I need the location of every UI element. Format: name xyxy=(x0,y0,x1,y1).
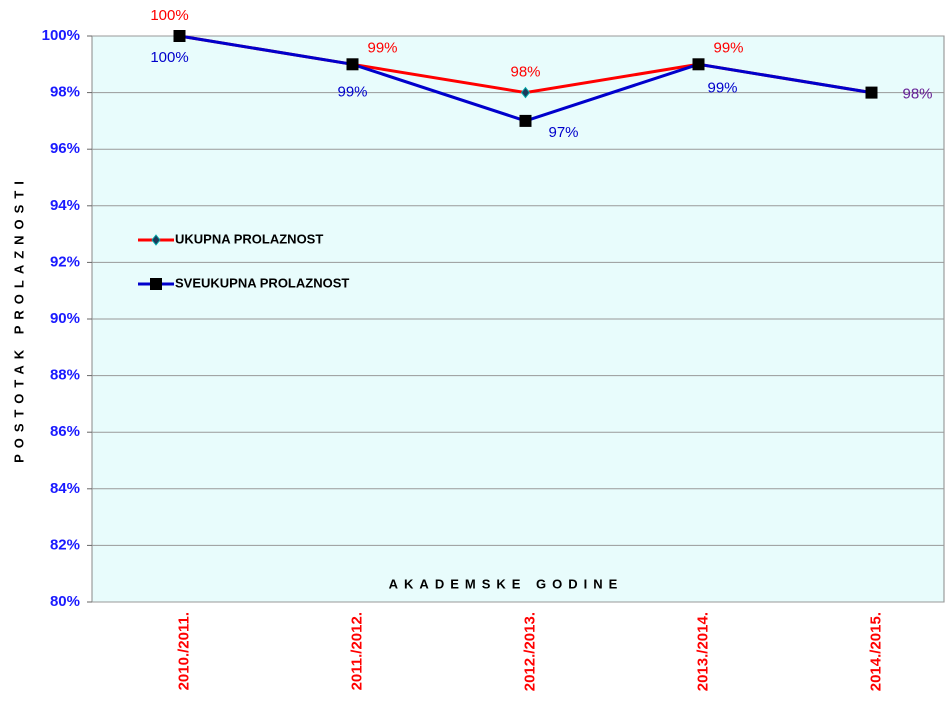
legend-label: UKUPNA PROLAZNOST xyxy=(175,231,323,246)
legend-marker xyxy=(151,234,161,246)
data-label: 98% xyxy=(510,64,540,81)
y-tick-label: 90% xyxy=(50,310,80,327)
data-label: 99% xyxy=(707,79,737,96)
x-tick-label: 2012./2013. xyxy=(521,612,538,691)
y-tick-label: 100% xyxy=(42,27,80,44)
x-tick-label: 2013./2014. xyxy=(694,612,711,691)
y-tick-label: 84% xyxy=(50,480,80,497)
y-axis-label: POSTOTAK PROLAZNOSTI xyxy=(11,175,26,463)
y-tick-label: 94% xyxy=(50,197,80,214)
x-axis-label: AKADEMSKE GODINE xyxy=(389,576,624,591)
data-point xyxy=(173,30,186,42)
legend-marker xyxy=(150,278,162,290)
data-point xyxy=(865,86,878,99)
data-label: 100% xyxy=(150,49,188,66)
y-tick-label: 92% xyxy=(50,253,80,270)
data-label: 100% xyxy=(150,7,188,24)
y-tick-label: 82% xyxy=(50,536,80,553)
y-tick-label: 98% xyxy=(50,84,80,101)
data-point xyxy=(692,58,705,71)
data-point xyxy=(520,86,531,99)
data-label: 99% xyxy=(713,39,743,56)
x-tick-label: 2010./2011. xyxy=(175,612,192,690)
data-point xyxy=(346,58,359,71)
data-label: 98% xyxy=(902,86,932,103)
data-label: 99% xyxy=(367,39,397,56)
data-label: 99% xyxy=(337,83,367,100)
x-tick-label: 2011./2012. xyxy=(348,612,365,690)
legend-label: SVEUKUPNA PROLAZNOST xyxy=(175,275,349,290)
y-tick-label: 96% xyxy=(50,140,80,157)
y-tick-label: 86% xyxy=(50,423,80,440)
data-label: 98% xyxy=(902,86,932,103)
y-tick-label: 88% xyxy=(50,367,80,384)
x-tick-label: 2014./2015. xyxy=(867,612,884,691)
y-tick-label: 80% xyxy=(50,593,80,610)
data-label: 97% xyxy=(548,124,578,141)
data-point xyxy=(519,114,532,127)
